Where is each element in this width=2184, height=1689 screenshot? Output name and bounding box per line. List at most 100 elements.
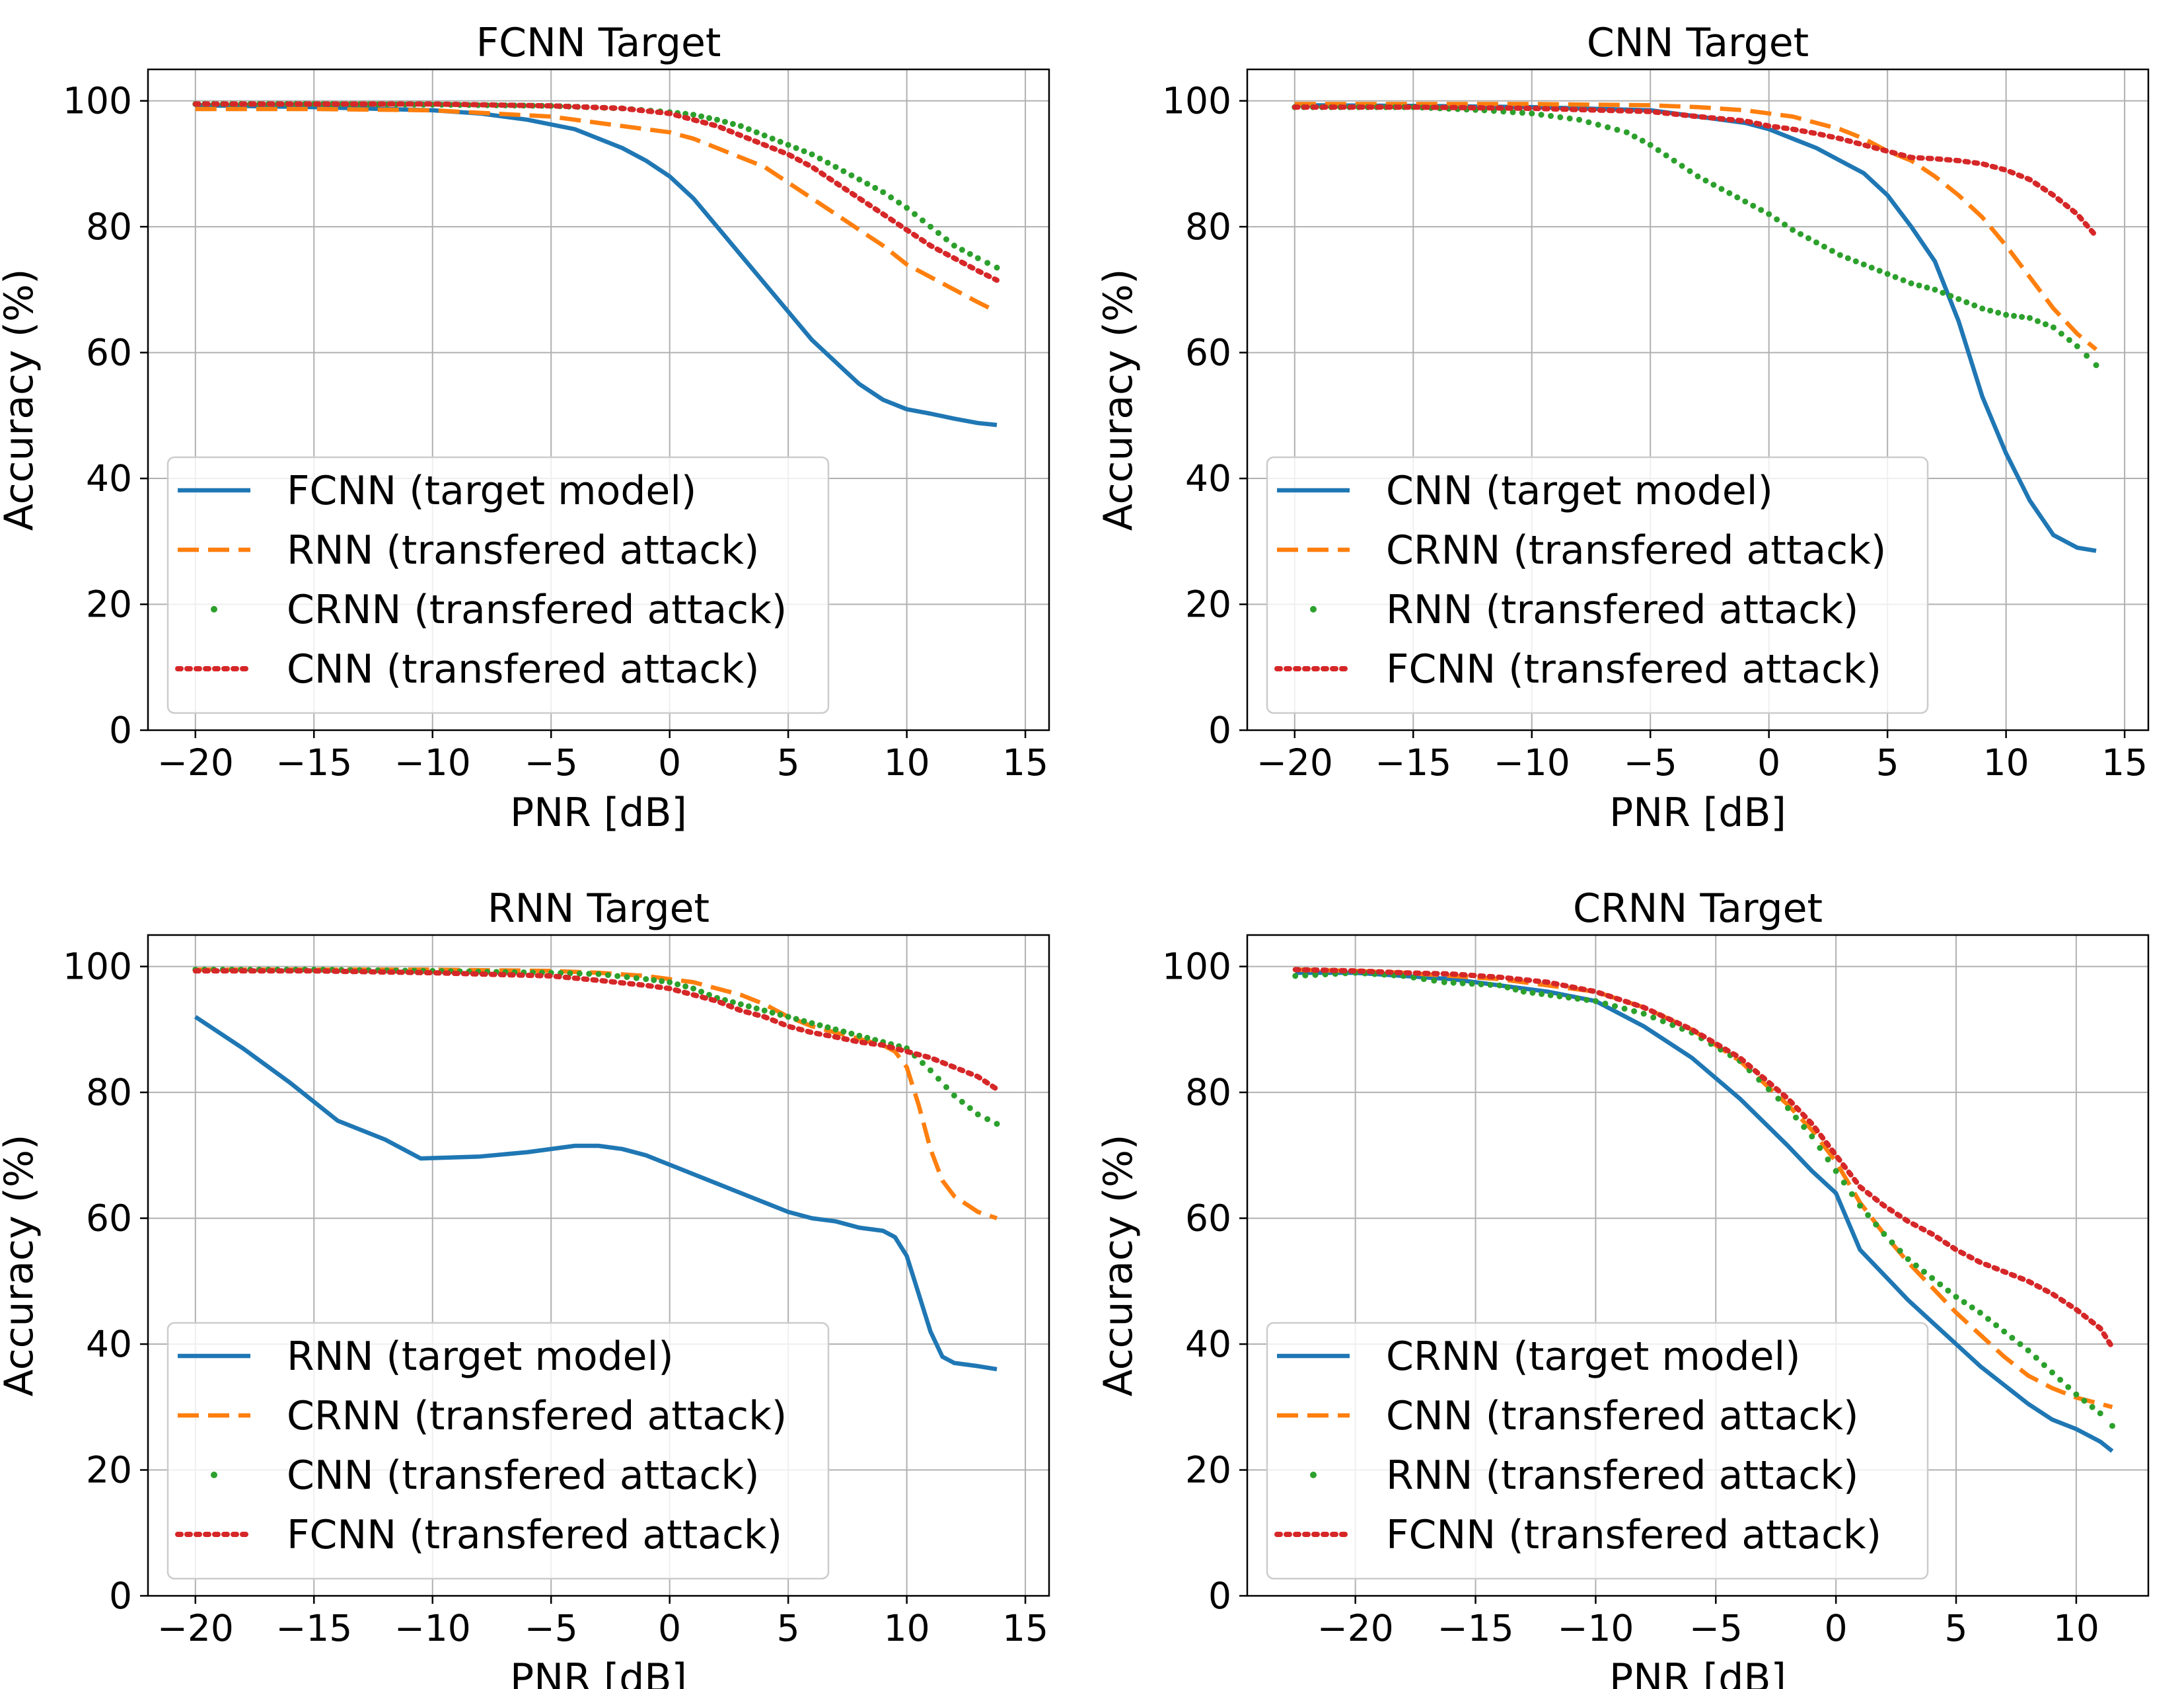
x-tick-label: −10 — [1494, 741, 1570, 784]
data-point — [2058, 330, 2064, 337]
data-point — [1538, 112, 1545, 118]
data-point — [753, 1005, 760, 1012]
x-tick-label: −15 — [1438, 1607, 1514, 1649]
data-point — [1671, 157, 1677, 164]
data-point — [1790, 227, 1796, 233]
data-point — [1953, 1294, 1959, 1300]
legend-label: CRNN (target model) — [1386, 1333, 1801, 1380]
data-point — [864, 1035, 871, 1041]
data-point — [1995, 309, 2002, 316]
data-point — [1459, 980, 1466, 987]
y-tick-label: 100 — [63, 946, 132, 988]
data-point — [1504, 984, 1511, 991]
x-tick-label: −5 — [525, 741, 578, 784]
data-point — [2041, 1362, 2047, 1369]
data-point — [1932, 286, 1938, 293]
data-point — [2003, 311, 2010, 318]
data-point — [1947, 293, 1954, 299]
data-point — [698, 989, 705, 995]
series-crnn — [1294, 102, 2098, 352]
data-point — [1955, 296, 1962, 303]
x-tick-label: 0 — [1757, 741, 1780, 784]
series-line — [1292, 104, 2099, 239]
series-cnn — [192, 101, 1000, 283]
legend: CNN (target model) CRNN (transfered attac… — [1266, 456, 1929, 714]
y-tick-label: 60 — [1185, 332, 1231, 374]
data-point — [912, 211, 918, 217]
data-point — [1848, 1191, 1855, 1197]
legend-label: RNN (transfered attack) — [287, 527, 759, 574]
data-point — [604, 972, 611, 979]
data-point — [1410, 974, 1417, 981]
data-point — [1825, 1156, 1831, 1163]
y-tick-label: 80 — [86, 206, 132, 248]
series-rnn — [195, 106, 998, 314]
data-point — [1639, 137, 1646, 144]
data-point — [2097, 1410, 2103, 1417]
data-point — [698, 113, 705, 120]
data-point — [928, 223, 934, 230]
data-point — [2017, 1341, 2023, 1347]
data-point — [856, 1032, 863, 1039]
y-tick-label: 80 — [1185, 206, 1231, 248]
legend-label: CRNN (transfered attack) — [1386, 527, 1886, 574]
y-axis-label: Accuracy (%) — [0, 269, 42, 531]
data-point — [1993, 1322, 2000, 1328]
x-tick-label: 10 — [1983, 741, 2029, 784]
data-point — [713, 116, 720, 123]
axes-frame — [1246, 68, 2150, 732]
series-fcnn — [1292, 104, 2099, 239]
data-point — [1585, 119, 1592, 126]
legend-label: FCNN (target model) — [287, 468, 696, 514]
data-point — [576, 970, 583, 977]
data-point — [1971, 302, 1978, 309]
data-point — [785, 1014, 791, 1020]
data-point — [729, 121, 736, 128]
data-point — [706, 115, 713, 122]
data-point — [1592, 998, 1599, 1004]
data-point — [824, 1024, 831, 1031]
x-axis-label: PNR [dB] — [1609, 790, 1786, 836]
data-point — [904, 205, 910, 211]
legend-item: FCNN (transfered attack) — [1274, 1512, 1881, 1558]
data-point — [1837, 252, 1843, 258]
data-point — [690, 112, 697, 118]
data-point — [848, 1030, 855, 1037]
data-point — [1547, 992, 1554, 998]
data-point — [1469, 981, 1475, 987]
data-point — [2089, 1404, 2095, 1410]
data-point — [1478, 981, 1484, 988]
data-point — [1945, 1287, 1951, 1294]
data-point — [1292, 973, 1299, 979]
data-point — [994, 1121, 1000, 1127]
data-point — [1987, 307, 1994, 314]
legend-item: CRNN (transfered attack) — [1277, 527, 1886, 574]
data-point — [1829, 248, 1835, 254]
data-point — [659, 978, 665, 985]
data-point — [1979, 305, 1986, 312]
legend-box — [1266, 456, 1929, 714]
y-tick-label: 60 — [1185, 1197, 1231, 1240]
data-point — [667, 979, 673, 985]
data-point — [1961, 1299, 1967, 1306]
legend: CRNN (target model) CNN (transfered attac… — [1266, 1322, 1929, 1580]
data-point — [1905, 1256, 1911, 1262]
data-point — [1840, 1180, 1847, 1186]
x-tick-label: 15 — [1002, 741, 1048, 784]
legend-box — [166, 456, 830, 714]
y-tick-label: 20 — [1185, 1449, 1231, 1491]
data-point — [1663, 152, 1669, 159]
data-point — [2034, 318, 2041, 324]
data-point — [943, 236, 949, 243]
x-axis-label: PNR [dB] — [510, 1655, 687, 1689]
series-fcnn — [195, 103, 998, 428]
data-point — [769, 1009, 776, 1016]
data-point — [1431, 977, 1438, 984]
data-point — [1487, 981, 1494, 988]
data-point — [2093, 362, 2099, 369]
x-tick-label: −20 — [157, 1607, 234, 1649]
legend-item: RNN (transfered attack) — [1310, 587, 1858, 633]
data-point — [1539, 991, 1545, 997]
data-point — [1557, 114, 1564, 120]
